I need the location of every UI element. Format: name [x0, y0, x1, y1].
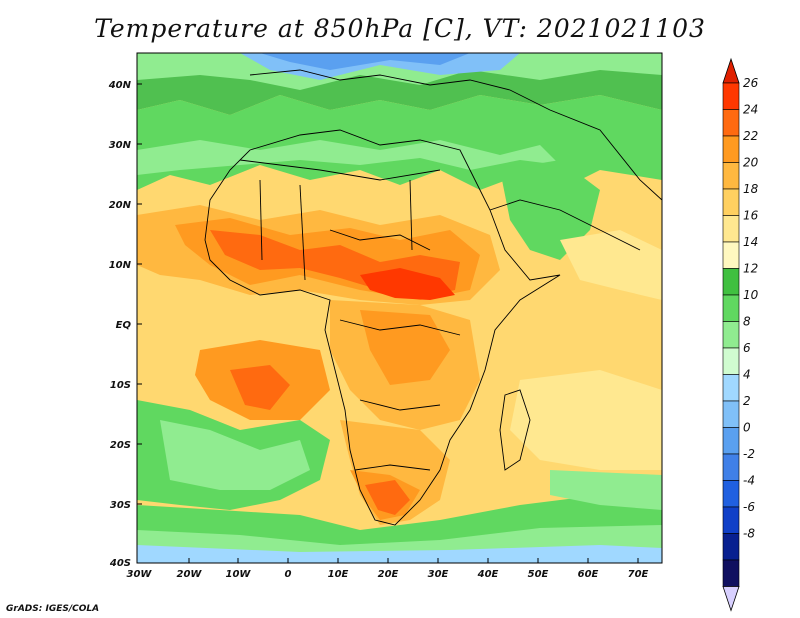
lon-label: 30W [127, 569, 153, 580]
colorbar-label: 12 [743, 262, 758, 276]
lon-label: 50E [528, 569, 549, 580]
colorbar-segment [722, 374, 740, 402]
lon-label: 30E [428, 569, 449, 580]
colorbar-label: -2 [743, 447, 755, 461]
colorbar-segment [722, 188, 740, 216]
colorbar-label: -4 [743, 474, 755, 488]
colorbar-label: 18 [743, 182, 759, 196]
lon-ticks [188, 558, 639, 563]
colorbar-label: 10 [743, 288, 759, 302]
map-title: Temperature at 850hPa [C], VT: 202102110… [94, 14, 706, 43]
plot-frame [136, 52, 663, 564]
colorbar-segment [722, 82, 740, 110]
temperature-field [137, 53, 662, 563]
lat-label: 10N [109, 260, 132, 271]
lat-label: 30N [109, 140, 132, 151]
colorbar-segment [722, 427, 740, 455]
colorbar-segment [722, 215, 740, 243]
colorbar-label: 24 [743, 103, 758, 117]
colorbar-segment [722, 347, 740, 375]
colorbar-label: 22 [743, 129, 758, 143]
latitude-axis: 40N 30N 20N 10N EQ 10S 20S 30S 40S [108, 80, 132, 569]
colorbar-label: 14 [743, 235, 758, 249]
lat-label: 10S [110, 380, 131, 391]
lon-label: 10E [328, 569, 349, 580]
lon-label: 10W [226, 569, 252, 580]
colorbar-label: 16 [743, 209, 759, 223]
lat-label: 20S [110, 440, 131, 451]
lon-label: 0 [285, 569, 292, 580]
colorbar-label: 0 [743, 421, 751, 435]
colorbar-segment [722, 241, 740, 269]
lat-ticks [137, 83, 142, 505]
colorbar-label: 20 [743, 156, 759, 170]
lat-label: 30S [110, 500, 131, 511]
colorbar-segment [722, 559, 740, 587]
lat-label: EQ [116, 320, 132, 331]
colorbar-segment [722, 400, 740, 428]
colorbar-segment [722, 162, 740, 190]
colorbar-label: 4 [743, 368, 751, 382]
lon-label: 20E [378, 569, 399, 580]
colorbar-segment [722, 109, 740, 137]
lon-label: 20W [177, 569, 203, 580]
lon-label: 40E [477, 569, 499, 580]
colorbar-segment [722, 294, 740, 322]
lon-label: 60E [578, 569, 599, 580]
colorbar-bottom-cap [722, 586, 740, 612]
colorbar-label: 26 [743, 76, 759, 90]
colorbar-segment [722, 506, 740, 534]
lon-label: 70E [628, 569, 649, 580]
colorbar-segment [722, 268, 740, 296]
coastlines [204, 69, 662, 526]
colorbar-label: 2 [743, 394, 751, 408]
colorbar-label: -6 [743, 500, 755, 514]
lat-label: 40N [108, 80, 132, 91]
colorbar-segment [722, 533, 740, 561]
colorbar-label: 8 [743, 315, 751, 329]
colorbar-segment [722, 135, 740, 163]
colorbar-label: -8 [743, 527, 755, 541]
longitude-axis: 30W 20W 10W 0 10E 20E 30E 40E 50E 60E 70… [127, 569, 649, 580]
grads-credit: GrADS: IGES/COLA [6, 604, 100, 614]
colorbar-label: 6 [743, 341, 751, 355]
colorbar-top-cap [722, 57, 740, 84]
lat-label: 20N [109, 200, 132, 211]
lat-label: 40S [109, 558, 131, 569]
colorbar-segment [722, 480, 740, 508]
colorbar-segment [722, 321, 740, 349]
colorbar-segment [722, 453, 740, 481]
